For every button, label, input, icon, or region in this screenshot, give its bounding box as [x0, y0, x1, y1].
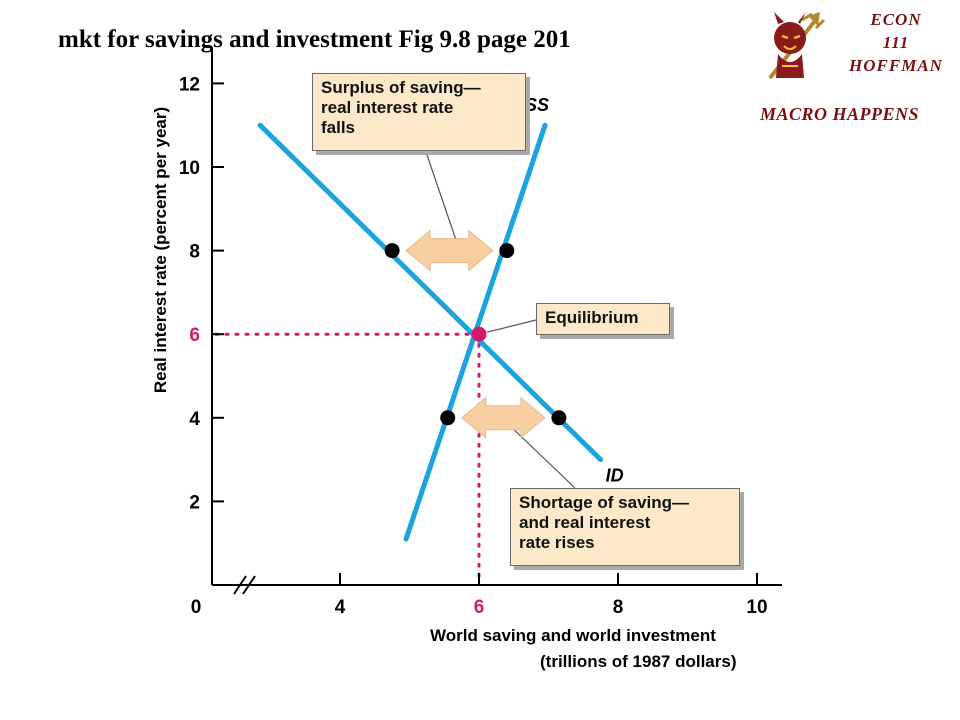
annotation-shortage: Shortage of saving— and real interest ra…: [510, 488, 740, 566]
y-tick-label: 2: [189, 492, 200, 513]
annotation-surplus: Surplus of saving— real interest rate fa…: [312, 73, 526, 151]
x-origin-label: 0: [191, 597, 202, 618]
y-tick-label: 12: [179, 74, 200, 95]
x-tick-label: 8: [613, 597, 624, 618]
shortage-arrow: [460, 396, 546, 439]
y-tick-label: 8: [189, 242, 200, 263]
y-axis-title: Real interest rate (percent per year): [151, 107, 170, 393]
y-tick-label: 4: [189, 409, 200, 430]
annotation-line: Equilibrium: [545, 308, 639, 327]
annotation-equilibrium: Equilibrium: [536, 303, 670, 335]
course-number: 111: [882, 33, 910, 52]
surplus-arrow: [405, 229, 494, 272]
series-label-ss: SS: [525, 95, 549, 115]
y-tick-label: 10: [179, 158, 200, 179]
annotation-line: rate rises: [519, 533, 595, 552]
data-point: [499, 243, 515, 259]
annotation-line: and real interest: [519, 513, 651, 532]
data-point: [440, 410, 456, 426]
annotation-line: Shortage of saving—: [519, 493, 690, 512]
annotation-leader: [509, 425, 576, 489]
annotation-line: real interest rate: [321, 98, 454, 117]
annotation-leader: [486, 319, 537, 333]
course-branding: ECON 111 HOFFMAN MACRO HAPPENS: [756, 4, 956, 134]
annotation-line: falls: [321, 118, 356, 137]
annotation-leader: [425, 151, 457, 241]
x-tick-label: 10: [746, 597, 767, 618]
x-axis-title-line: (trillions of 1987 dollars): [540, 652, 737, 671]
sun-devil-mascot-icon: [768, 12, 826, 80]
curve-id: [257, 122, 604, 463]
axis-break-mark: [242, 575, 256, 595]
course-name: ECON: [870, 10, 922, 29]
page-title: mkt for savings and investment Fig 9.8 p…: [58, 26, 571, 53]
instructor-name: HOFFMAN: [849, 56, 943, 75]
axis-break-mark: [233, 575, 247, 595]
y-tick-label: 6: [189, 325, 200, 346]
tagline: MACRO HAPPENS: [760, 104, 920, 124]
equilibrium-point: [471, 326, 487, 342]
course-label: ECON 111 HOFFMAN: [844, 8, 948, 77]
series-label-id: ID: [606, 466, 624, 486]
x-tick-label: 4: [335, 597, 346, 618]
x-axis-title-line: World saving and world investment: [430, 626, 716, 645]
x-tick-label: 6: [474, 597, 485, 618]
data-point: [551, 410, 567, 426]
annotation-line: Surplus of saving—: [321, 78, 481, 97]
data-point: [384, 243, 400, 259]
